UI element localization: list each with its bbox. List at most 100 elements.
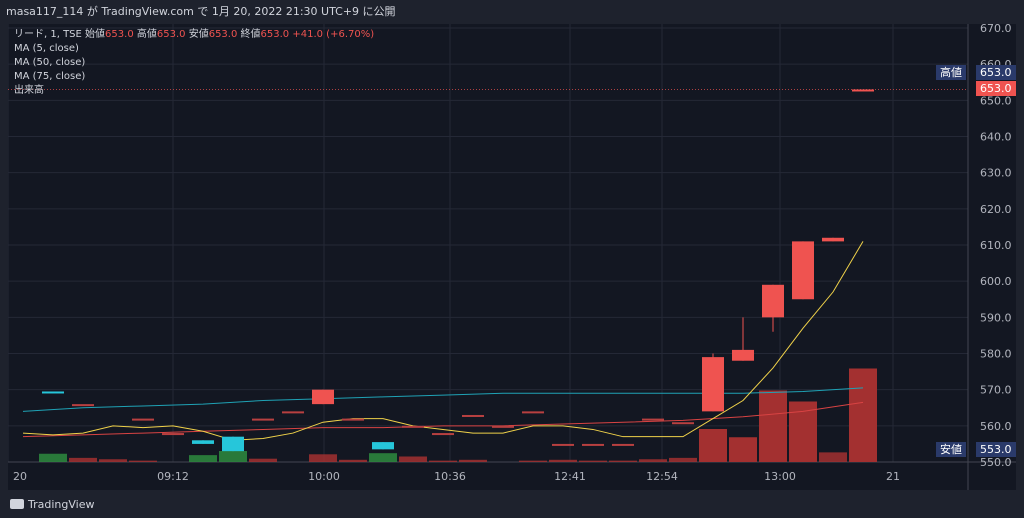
price-chart[interactable]: 550.0 560.0 570.0 580.0 590.0 600.0 610.0 620.0… xyxy=(8,24,1016,490)
volume-bar xyxy=(639,459,667,462)
candle-body xyxy=(72,404,94,407)
legend-high-value: 653.0 xyxy=(156,29,186,40)
legend-symbol: リード, 1, TSE xyxy=(14,29,82,40)
candle-body xyxy=(462,414,484,417)
legend-change: +41.0 (+6.70%) xyxy=(292,29,375,40)
chart-area[interactable]: 550.0 560.0 570.0 580.0 590.0 600.0 610.0 620.0… xyxy=(8,24,1016,490)
y-tick-label: 570.0 xyxy=(980,384,1012,397)
legend-study-ma75[interactable]: MA (75, close) xyxy=(14,71,86,82)
legend-low-label: 安値 xyxy=(188,29,209,40)
candle-body xyxy=(282,411,304,414)
legend-study-ma5[interactable]: MA (5, close) xyxy=(14,43,79,54)
y-tick-label: 590.0 xyxy=(980,311,1012,324)
y-tick-label: 620.0 xyxy=(980,203,1012,216)
low-label: 安値 xyxy=(940,443,962,456)
y-tick-label: 550.0 xyxy=(980,456,1012,469)
candle-body xyxy=(252,418,274,421)
volume-bar xyxy=(789,401,817,462)
candle-body xyxy=(642,418,664,421)
candle-body xyxy=(702,357,724,412)
volume-bar xyxy=(459,459,487,462)
candle-body xyxy=(342,418,364,421)
y-tick-label: 650.0 xyxy=(980,94,1012,107)
volume-bar xyxy=(219,451,247,462)
x-tick-label: 12:41 xyxy=(554,470,586,483)
candle-body xyxy=(162,433,184,436)
volume-bar xyxy=(429,460,457,462)
volume-bar xyxy=(759,390,787,462)
candle-body xyxy=(732,349,754,361)
legend-high-label: 高値 xyxy=(136,29,157,40)
legend-close-label: 終値 xyxy=(240,29,261,40)
legend-study-volume[interactable]: 出来高 xyxy=(14,85,44,96)
y-tick-label: 580.0 xyxy=(980,348,1012,361)
volume-bar xyxy=(819,452,847,462)
high-value: 653.0 xyxy=(980,66,1012,79)
legend-close-value: 653.0 xyxy=(260,29,290,40)
chart-legend: リード, 1, TSE 始値653.0 高値653.0 安値653.0 終値65… xyxy=(14,28,374,98)
x-tick-label: 09:12 xyxy=(157,470,189,483)
last-price-tag: 653.0 xyxy=(976,81,1016,96)
y-tick-label: 670.0 xyxy=(980,24,1012,35)
x-tick-label: 13:00 xyxy=(764,470,796,483)
legend-open-label: 始値 xyxy=(85,29,106,40)
legend-open-value: 653.0 xyxy=(105,29,134,40)
candle-body xyxy=(192,440,214,444)
candle-body xyxy=(432,433,454,436)
candle-body xyxy=(42,391,64,394)
tradingview-logo-icon xyxy=(10,499,24,509)
ma5-line xyxy=(22,241,864,441)
high-label: 高値 xyxy=(940,66,962,79)
candle-body xyxy=(492,425,514,428)
footer-bar: TradingView xyxy=(0,490,1024,518)
candle-body xyxy=(552,443,574,446)
x-tick-label: 21 xyxy=(886,470,900,483)
legend-low-value: 653.0 xyxy=(208,29,238,40)
volume-bar xyxy=(99,459,127,462)
volume-bar xyxy=(39,453,67,462)
high-label-tag: 高値 xyxy=(936,65,966,80)
last-price-value: 653.0 xyxy=(980,82,1012,95)
volume-bar xyxy=(309,454,337,462)
candle-body xyxy=(312,389,334,405)
y-tick-label: 640.0 xyxy=(980,131,1012,144)
candle-body xyxy=(762,284,784,318)
ma75-line xyxy=(22,401,864,438)
volume-bar xyxy=(369,453,397,462)
candle-body xyxy=(582,443,604,446)
volume-bar xyxy=(249,458,277,462)
candle-body xyxy=(222,436,244,452)
high-value-tag: 653.0 xyxy=(976,65,1016,80)
y-tick-label: 610.0 xyxy=(980,239,1012,252)
low-value-tag: 553.0 xyxy=(976,442,1016,457)
legend-study-ma50[interactable]: MA (50, close) xyxy=(14,57,86,68)
volume-bar xyxy=(519,460,547,462)
x-tick-label: 20 xyxy=(13,470,27,483)
volume-bar xyxy=(129,460,157,462)
x-tick-label: 10:00 xyxy=(308,470,340,483)
candle-body xyxy=(612,443,634,446)
y-tick-label: 560.0 xyxy=(980,420,1012,433)
y-tick-label: 630.0 xyxy=(980,167,1012,180)
volume-bar xyxy=(849,368,877,462)
volume-bar xyxy=(399,456,427,462)
volume-bar xyxy=(699,429,727,462)
volume-bar xyxy=(549,459,577,462)
low-label-tag: 安値 xyxy=(936,442,966,457)
volume-bar xyxy=(339,459,367,462)
volume-bar xyxy=(729,437,757,462)
low-value: 553.0 xyxy=(980,443,1012,456)
candle-body xyxy=(852,89,874,92)
x-tick-label: 12:54 xyxy=(646,470,678,483)
candle-body xyxy=(132,418,154,421)
volume-bar xyxy=(609,460,637,462)
candle-body xyxy=(672,422,694,425)
volume-bar xyxy=(669,457,697,462)
volume-bar xyxy=(579,460,607,462)
volume-bar xyxy=(69,457,97,462)
publish-header-text: masa117_114 が TradingView.com で 1月 20, 2… xyxy=(6,5,396,18)
tradingview-logo[interactable]: TradingView xyxy=(10,498,94,511)
candle-body xyxy=(522,411,544,414)
candle-body xyxy=(792,241,814,300)
tradingview-brand: TradingView xyxy=(28,498,95,511)
